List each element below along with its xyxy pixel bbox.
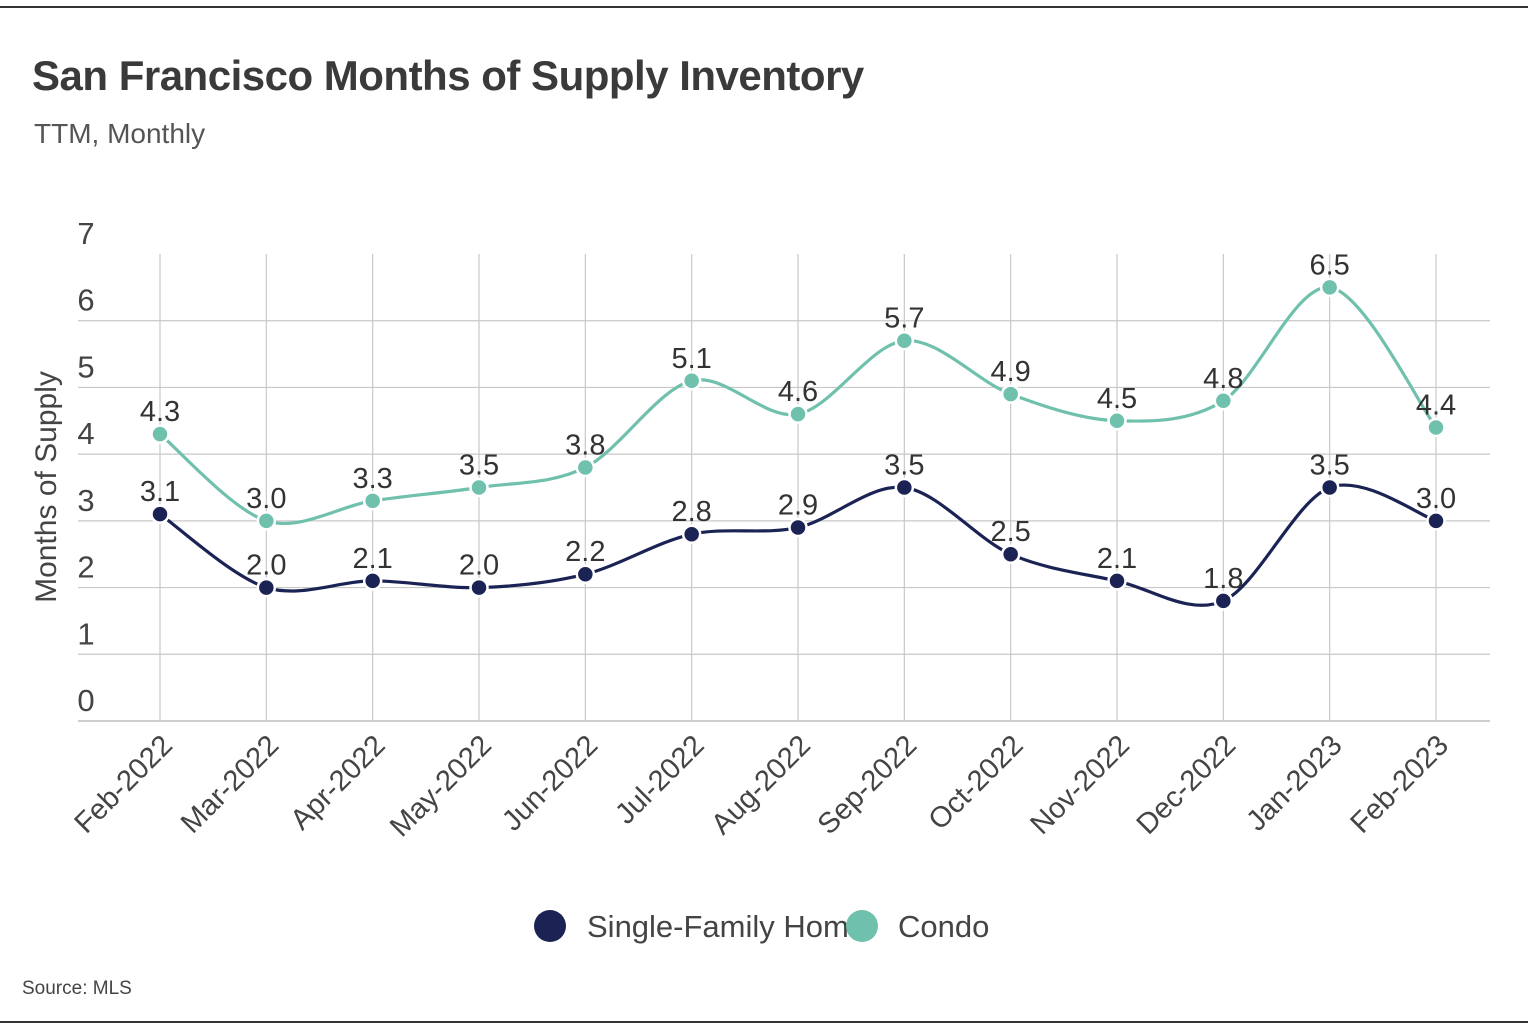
x-tick-label: Jul-2022 <box>609 729 710 830</box>
legend-label-condo: Condo <box>898 909 989 944</box>
chart-subtitle: TTM, Monthly <box>34 118 206 149</box>
data-point-condo <box>362 491 383 511</box>
data-label-condo: 5.1 <box>672 343 712 375</box>
data-label-condo: 3.0 <box>246 483 286 515</box>
data-label-single-family-home: 2.5 <box>991 516 1031 548</box>
series: 3.12.0 2.1 2.0 2.22.8 2.93.52.52.11.83.53.04… <box>140 249 1456 611</box>
data-label-single-family-home: 3.1 <box>140 476 180 508</box>
y-tick-label: 0 <box>77 683 94 718</box>
data-point-single-family-home <box>681 524 702 544</box>
data-label-condo: 4.4 <box>1416 389 1456 421</box>
y-axis-ticks: 0 1 2 3 4 5 6 7 <box>77 216 94 718</box>
x-tick-label: Feb-2022 <box>69 729 179 839</box>
y-axis-label: Months of Supply <box>30 371 63 603</box>
y-tick-label: 2 <box>77 550 94 585</box>
x-tick-label: Apr-2022 <box>285 729 392 836</box>
data-label-condo: 3.8 <box>565 429 605 461</box>
data-label-condo: 4.9 <box>991 356 1031 388</box>
legend-marker-single-family-home <box>534 910 566 942</box>
data-point-condo <box>1213 391 1234 411</box>
y-tick-label: 5 <box>77 349 94 384</box>
data-point-single-family-home <box>469 577 489 598</box>
data-label-single-family-home: 1.8 <box>1203 563 1243 595</box>
data-point-condo <box>788 404 808 424</box>
data-label-single-family-home: 2.2 <box>565 536 605 568</box>
x-tick-label: Feb-2023 <box>1345 729 1455 839</box>
data-label-condo: 4.3 <box>140 396 180 428</box>
data-point-single-family-home <box>575 564 596 584</box>
data-point-condo <box>1000 384 1021 404</box>
data-point-condo <box>681 371 702 391</box>
x-tick-label: Aug-2022 <box>705 729 817 841</box>
data-point-single-family-home <box>362 571 383 591</box>
y-tick-label: 7 <box>77 216 94 251</box>
data-point-single-family-home <box>894 477 915 498</box>
data-point-condo <box>469 477 489 498</box>
x-tick-label: Nov-2022 <box>1024 729 1136 841</box>
x-tick-label: Jun-2022 <box>496 729 604 837</box>
data-label-single-family-home: 3.5 <box>1310 450 1350 482</box>
data-label-single-family-home: 3.0 <box>1416 483 1456 515</box>
data-label-condo: 3.3 <box>353 463 393 495</box>
data-label-single-family-home: 2.1 <box>1097 543 1137 575</box>
data-label-condo: 5.7 <box>884 303 924 335</box>
data-label-single-family-home: 3.5 <box>884 450 924 482</box>
x-tick-label: Dec-2022 <box>1131 729 1243 841</box>
data-point-single-family-home <box>1107 571 1127 591</box>
data-point-condo <box>1426 417 1446 438</box>
data-label-condo: 3.5 <box>459 450 499 482</box>
series-single-family-home: 3.1 2.0 2.1 2.0 2.2 2.8 2.9 3.5 2.5 2.1 1.8 3.5 3.0 <box>140 450 1456 611</box>
y-tick-label: 4 <box>77 416 94 451</box>
data-label-single-family-home: 2.9 <box>778 490 818 522</box>
y-tick-label: 3 <box>77 483 94 518</box>
source-note: Source: MLS <box>22 978 132 999</box>
x-tick-label: Sep-2022 <box>812 729 924 841</box>
data-point-single-family-home <box>1426 511 1446 531</box>
x-tick-label: Oct-2022 <box>923 729 1030 836</box>
chart-title: San Francisco Months of Supply Inventory <box>32 52 864 99</box>
legend: Single-Family Home Condo <box>534 909 989 944</box>
data-point-single-family-home <box>1319 477 1340 498</box>
data-point-single-family-home <box>788 517 808 538</box>
data-label-condo: 4.6 <box>778 376 818 408</box>
data-point-condo <box>1107 411 1127 431</box>
bottom-rule <box>0 1021 1528 1023</box>
data-label-condo: 4.5 <box>1097 383 1137 415</box>
data-point-condo <box>1319 277 1340 298</box>
data-label-single-family-home: 2.8 <box>672 496 712 528</box>
legend-label-single-family-home: Single-Family Home <box>587 909 866 944</box>
data-label-single-family-home: 2.0 <box>246 550 286 582</box>
legend-marker-condo <box>846 910 878 942</box>
grid <box>78 254 1490 722</box>
data-point-condo <box>150 424 170 444</box>
data-point-single-family-home <box>1213 591 1234 611</box>
data-point-single-family-home <box>150 504 170 524</box>
data-point-single-family-home <box>256 577 277 598</box>
y-tick-label: 1 <box>77 616 94 651</box>
x-tick-label: May-2022 <box>384 729 498 843</box>
series-condo: 4.3 3.0 3.3 3.5 3.8 5.1 4.6 5.7 4.9 4.5 4.8 6.5 4.4 <box>140 249 1456 531</box>
data-label-single-family-home: 2.1 <box>353 543 393 575</box>
y-tick-label: 6 <box>77 283 94 318</box>
data-point-condo <box>256 511 277 531</box>
data-label-condo: 4.8 <box>1203 363 1243 395</box>
x-tick-label: Jan-2023 <box>1240 729 1348 837</box>
x-tick-label: Mar-2022 <box>175 729 285 839</box>
data-point-single-family-home <box>1000 544 1021 564</box>
data-label-single-family-home: 2.0 <box>459 550 499 582</box>
data-point-condo <box>575 457 596 478</box>
data-label-condo: 6.5 <box>1310 249 1350 281</box>
top-rule <box>0 6 1528 8</box>
data-point-condo <box>894 330 915 351</box>
